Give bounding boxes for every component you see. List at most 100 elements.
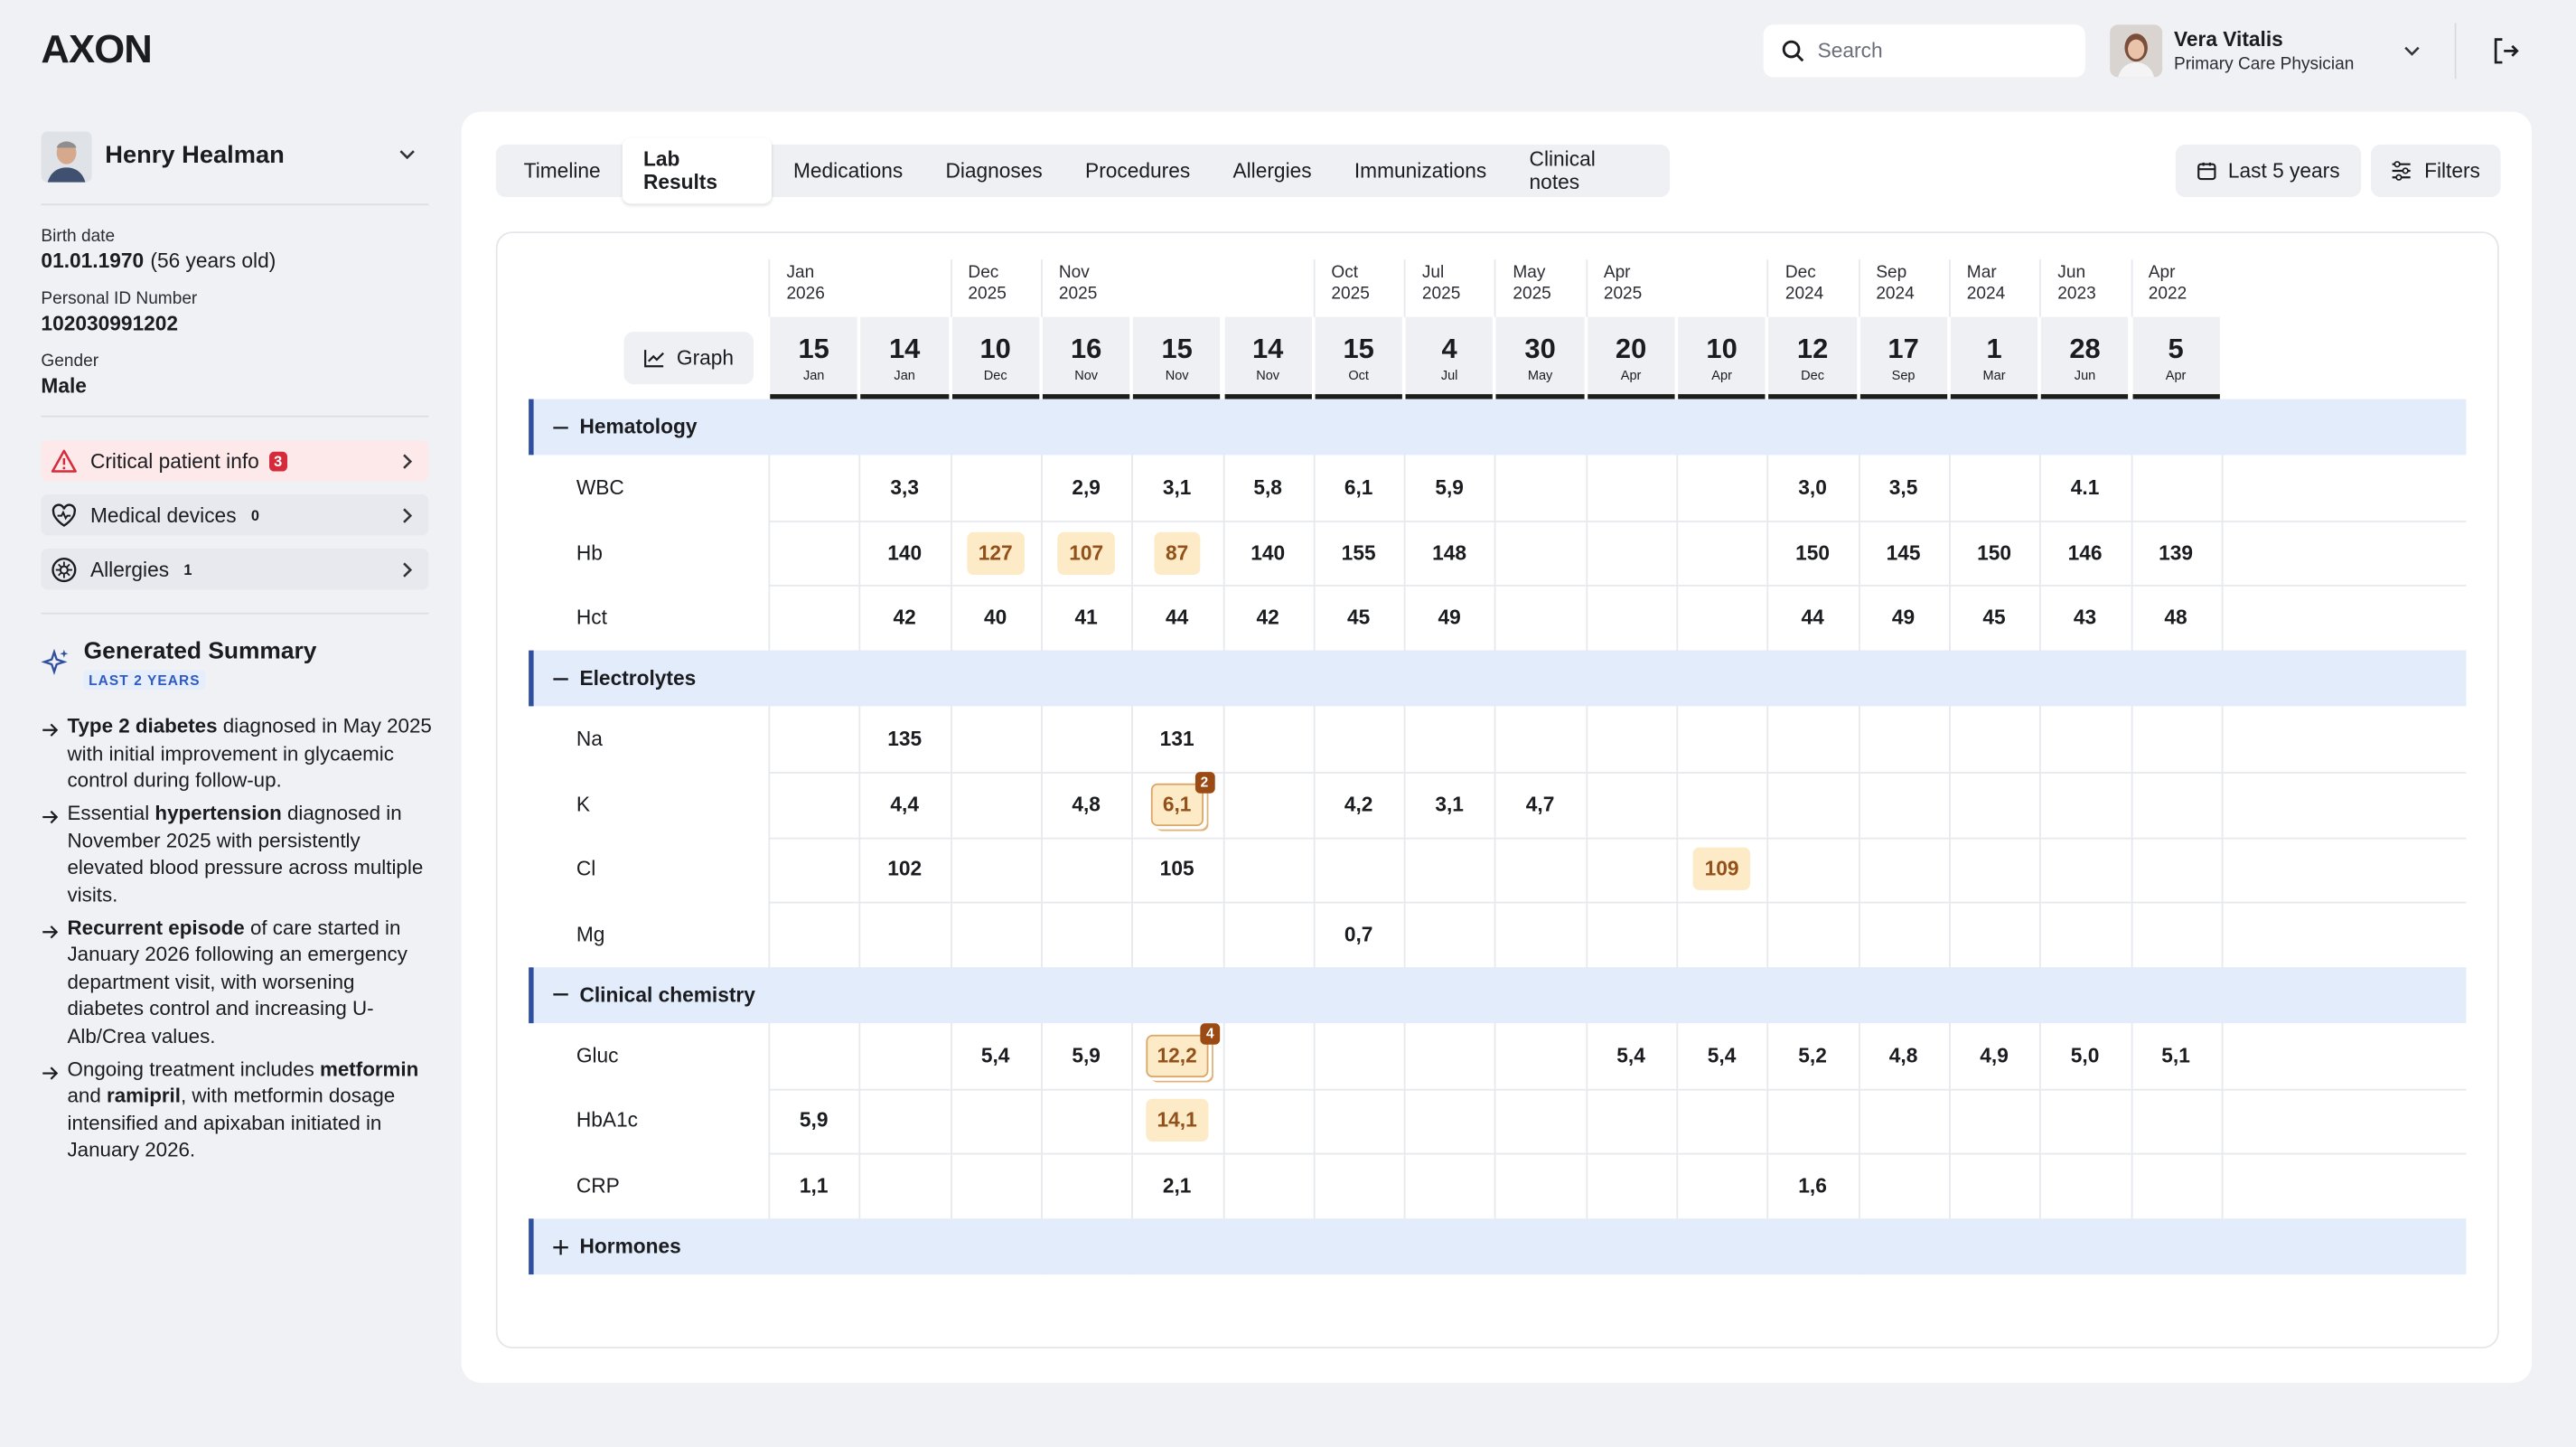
- field-note: (56 years old): [150, 249, 276, 273]
- icon-part: [553, 1239, 568, 1254]
- date-column-header[interactable]: 12 Dec: [1768, 316, 1857, 399]
- row-label: WBC: [576, 475, 624, 500]
- flagged-value[interactable]: 107: [1057, 531, 1115, 575]
- section-header[interactable]: Electrolytes: [529, 650, 2467, 707]
- icon-part: [42, 1066, 59, 1079]
- lab-cell: 42: [1222, 586, 1313, 651]
- lab-cell: 127: [950, 520, 1040, 585]
- lab-value: 49: [1891, 606, 1916, 630]
- alert-card[interactable]: Critical patient info 3: [41, 440, 429, 482]
- lab-cell: 44: [1131, 586, 1222, 651]
- date-day: 28: [2069, 333, 2101, 365]
- lab-value: 148: [1432, 540, 1467, 565]
- section-header[interactable]: Hormones: [529, 1218, 2467, 1275]
- date-column-header[interactable]: 15 Nov: [1133, 316, 1222, 399]
- graph-button[interactable]: Graph: [623, 332, 754, 385]
- tab[interactable]: Immunizations: [1354, 159, 1487, 183]
- lab-cell: 5,2: [1767, 1023, 1858, 1088]
- date-month: Jul: [1440, 368, 1458, 383]
- summary-bold-text: Type 2 diabetes: [67, 714, 218, 738]
- icon-part: [2404, 46, 2420, 56]
- date-day: 20: [1615, 333, 1647, 365]
- row-line: [768, 901, 2467, 904]
- date-column-header[interactable]: 28 Jun: [2041, 316, 2129, 399]
- date-month: Nov: [1074, 368, 1099, 383]
- icon-part: [553, 1239, 568, 1254]
- period-button[interactable]: Last 5 years: [2175, 144, 2362, 198]
- lab-cell: 49: [1404, 586, 1494, 651]
- flagged-value[interactable]: 109: [1692, 848, 1751, 891]
- date-month: Jun: [2074, 368, 2096, 383]
- lab-cell: 3,1: [1404, 772, 1494, 837]
- tab[interactable]: Medications: [792, 159, 904, 183]
- date-column-header[interactable]: 15 Jan: [770, 316, 858, 399]
- lab-value: 3,1: [1435, 793, 1464, 816]
- month-header: Apr 2025: [1604, 263, 1642, 305]
- date-day: 30: [1524, 333, 1556, 365]
- flagged-value[interactable]: 6,1 2: [1151, 771, 1214, 826]
- field-label: Personal ID Number: [41, 288, 198, 309]
- tab[interactable]: Diagnoses: [945, 159, 1043, 183]
- date-column-header[interactable]: 4 Jul: [1405, 316, 1494, 399]
- icon-part: [403, 507, 413, 522]
- date-column-header[interactable]: 17 Sep: [1859, 316, 1948, 399]
- tab[interactable]: Allergies: [1232, 159, 1312, 183]
- filters-button[interactable]: Filters: [2371, 144, 2501, 198]
- flagged-value[interactable]: 127: [966, 531, 1025, 575]
- alert-card[interactable]: Medical devices 0: [41, 493, 429, 536]
- icon-part: [51, 448, 77, 472]
- date-month: May: [1527, 368, 1553, 383]
- flagged-value[interactable]: 14,1: [1145, 1099, 1209, 1142]
- date-column-header[interactable]: 30 May: [1496, 316, 1585, 399]
- flagged-value[interactable]: 12,2 4: [1145, 1022, 1221, 1077]
- month-header-year: 2024: [1784, 284, 1824, 305]
- search-box[interactable]: Search: [1763, 24, 2085, 78]
- lab-value: 3,0: [1798, 475, 1827, 500]
- flagged-value[interactable]: 87: [1154, 531, 1200, 575]
- lab-cell: 5,8: [1222, 455, 1313, 520]
- lab-cell: 45: [1313, 586, 1403, 651]
- date-column-header[interactable]: 5 Apr: [2131, 316, 2220, 399]
- month-header-month: Dec: [1784, 262, 1816, 283]
- month-header: Dec 2024: [1785, 263, 1823, 305]
- section-header[interactable]: Clinical chemistry: [529, 967, 2467, 1023]
- lab-value: 5,4: [1707, 1044, 1737, 1067]
- lab-value: 131: [1159, 727, 1194, 751]
- lab-value: 155: [1341, 540, 1376, 565]
- date-column-header[interactable]: 14 Nov: [1223, 316, 1312, 399]
- lab-value: 3,3: [890, 475, 919, 500]
- user-menu-chevron[interactable]: [2403, 41, 2422, 61]
- patient-field: Birth date 01.01.1970 (56 years old): [41, 227, 428, 286]
- month-header-month: Jan: [786, 262, 815, 283]
- tab[interactable]: Procedures: [1085, 159, 1191, 183]
- date-column-header[interactable]: 10 Apr: [1678, 316, 1766, 399]
- month-header-month: Jun: [2057, 262, 2086, 283]
- date-column-header[interactable]: 1 Mar: [1950, 316, 2038, 399]
- month-header: Jan 2026: [786, 263, 824, 305]
- tab[interactable]: Lab Results: [622, 137, 773, 204]
- month-header-year: 2025: [1513, 284, 1551, 305]
- icon-part: [42, 723, 59, 737]
- alert-count: 1: [183, 560, 192, 578]
- lab-value: 45: [1346, 606, 1371, 630]
- lab-cell: 4,4: [859, 772, 950, 837]
- section-header[interactable]: Hematology: [529, 399, 2467, 456]
- date-column-header[interactable]: 14 Jan: [860, 316, 949, 399]
- lab-cell: 43: [2039, 586, 2130, 651]
- alert-card[interactable]: Allergies 1: [41, 548, 429, 590]
- logout-button[interactable]: [2491, 36, 2521, 66]
- date-day: 4: [1441, 333, 1457, 365]
- month-header-year: 2025: [968, 284, 1007, 305]
- lab-value: 1,6: [1798, 1174, 1827, 1198]
- date-column-header[interactable]: 15 Oct: [1315, 316, 1403, 399]
- date-column-header[interactable]: 16 Nov: [1042, 316, 1130, 399]
- tab[interactable]: Clinical notes: [1529, 147, 1596, 194]
- user-avatar[interactable]: [2110, 24, 2163, 78]
- summary-icon: [41, 648, 69, 675]
- date-column-header[interactable]: 10 Dec: [951, 316, 1040, 399]
- tab[interactable]: Timeline: [523, 159, 601, 183]
- row-line: [768, 585, 2467, 587]
- patient-chevron[interactable]: [398, 145, 417, 164]
- lab-cell: 140: [859, 520, 950, 585]
- date-column-header[interactable]: 20 Apr: [1587, 316, 1675, 399]
